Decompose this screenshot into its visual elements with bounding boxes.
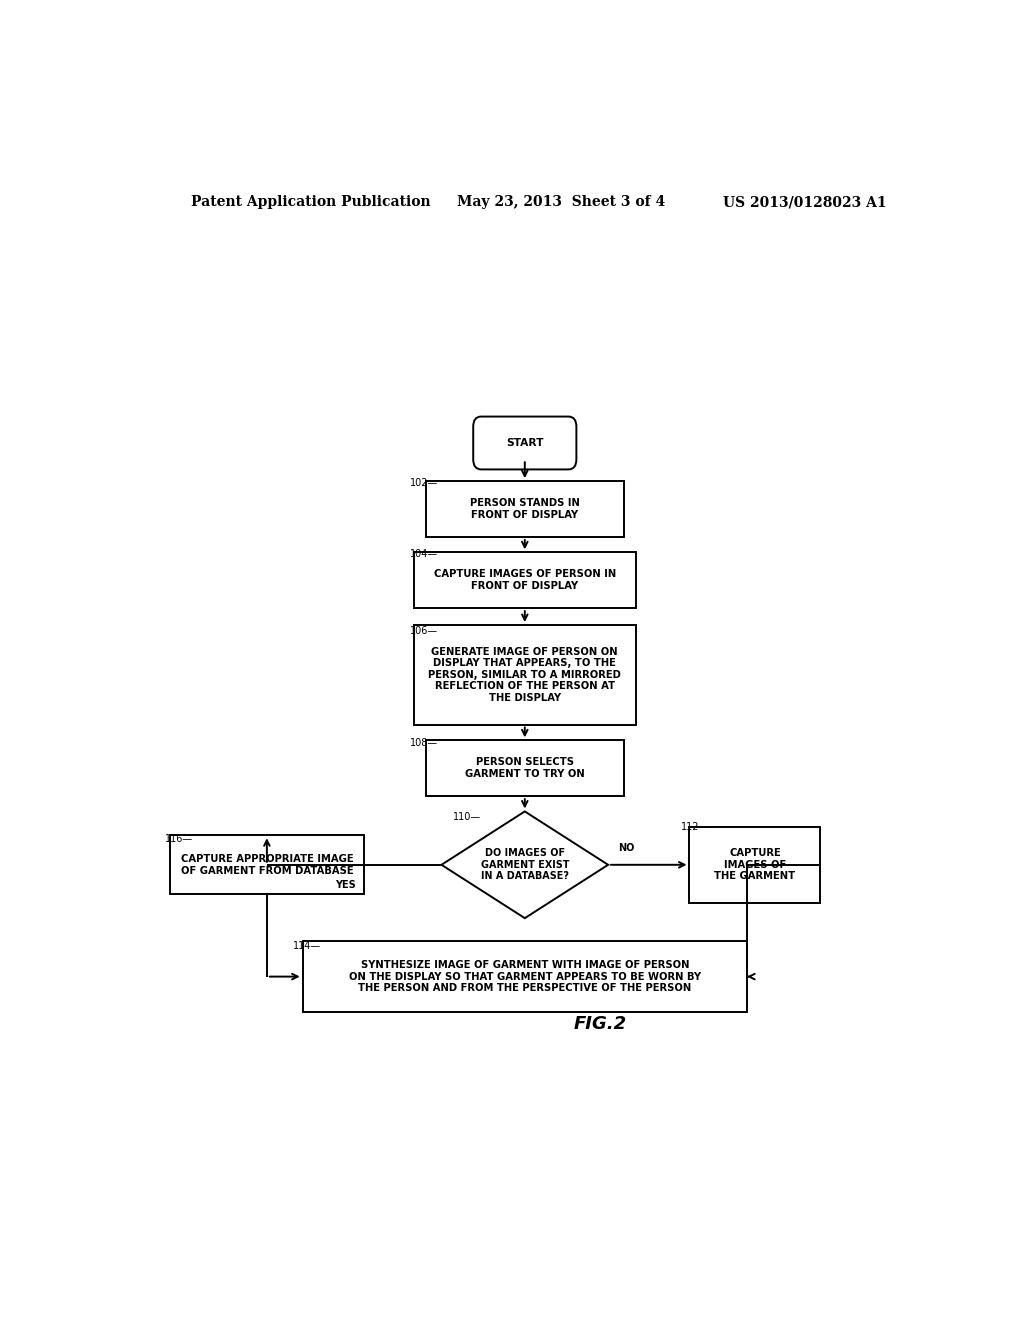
- Text: May 23, 2013  Sheet 3 of 4: May 23, 2013 Sheet 3 of 4: [458, 195, 666, 209]
- Text: PERSON STANDS IN
FRONT OF DISPLAY: PERSON STANDS IN FRONT OF DISPLAY: [470, 498, 580, 520]
- Text: GENERATE IMAGE OF PERSON ON
DISPLAY THAT APPEARS, TO THE
PERSON, SIMILAR TO A MI: GENERATE IMAGE OF PERSON ON DISPLAY THAT…: [428, 647, 622, 704]
- Text: START: START: [506, 438, 544, 447]
- Text: 102—: 102—: [410, 478, 438, 487]
- Text: 116—: 116—: [165, 834, 194, 845]
- Bar: [426, 480, 624, 537]
- Bar: [414, 624, 636, 725]
- Bar: [426, 741, 624, 796]
- Text: 110—: 110—: [454, 812, 481, 822]
- Polygon shape: [441, 812, 608, 919]
- Text: SYNTHESIZE IMAGE OF GARMENT WITH IMAGE OF PERSON
ON THE DISPLAY SO THAT GARMENT : SYNTHESIZE IMAGE OF GARMENT WITH IMAGE O…: [349, 960, 700, 993]
- Text: DO IMAGES OF
GARMENT EXIST
IN A DATABASE?: DO IMAGES OF GARMENT EXIST IN A DATABASE…: [480, 849, 569, 882]
- Text: FIG.2: FIG.2: [573, 1015, 627, 1034]
- Text: Patent Application Publication: Patent Application Publication: [191, 195, 431, 209]
- Bar: [170, 836, 365, 894]
- Text: YES: YES: [335, 880, 355, 890]
- FancyBboxPatch shape: [473, 417, 577, 470]
- Bar: [414, 552, 636, 609]
- Text: PERSON SELECTS
GARMENT TO TRY ON: PERSON SELECTS GARMENT TO TRY ON: [465, 758, 585, 779]
- Bar: [689, 826, 820, 903]
- Text: 112—: 112—: [681, 822, 710, 832]
- Text: NO: NO: [617, 842, 634, 853]
- Text: CAPTURE APPROPRIATE IMAGE
OF GARMENT FROM DATABASE: CAPTURE APPROPRIATE IMAGE OF GARMENT FRO…: [180, 854, 353, 875]
- Text: US 2013/0128023 A1: US 2013/0128023 A1: [723, 195, 887, 209]
- Bar: [303, 941, 748, 1012]
- Text: 114—: 114—: [293, 941, 322, 952]
- Text: 106—: 106—: [410, 626, 438, 636]
- Text: 108—: 108—: [410, 738, 438, 748]
- Text: 104—: 104—: [410, 549, 438, 558]
- Text: CAPTURE
IMAGES OF
THE GARMENT: CAPTURE IMAGES OF THE GARMENT: [715, 849, 796, 882]
- Text: CAPTURE IMAGES OF PERSON IN
FRONT OF DISPLAY: CAPTURE IMAGES OF PERSON IN FRONT OF DIS…: [434, 569, 615, 591]
